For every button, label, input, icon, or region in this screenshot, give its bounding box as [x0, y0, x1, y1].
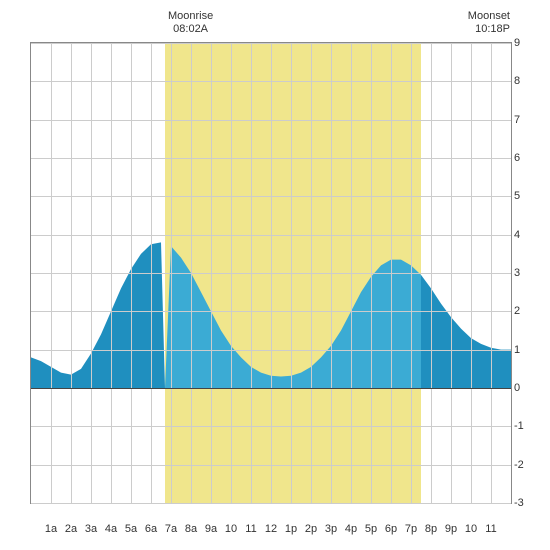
y-tick-label: 0: [514, 382, 529, 394]
x-tick-label: 3p: [325, 523, 337, 535]
header-label-time: 10:18P: [468, 23, 510, 36]
y-tick-label: 2: [514, 305, 529, 317]
y-tick-label: 3: [514, 267, 529, 279]
x-tick-label: 10: [225, 523, 237, 535]
grid-h: [31, 196, 511, 197]
plot-area: 1a2a3a4a5a6a7a8a9a1011121p2p3p4p5p6p7p8p…: [30, 42, 512, 504]
tide-segment: [421, 275, 511, 388]
grid-h: [31, 120, 511, 121]
grid-h: [31, 311, 511, 312]
x-tick-label: 7p: [405, 523, 417, 535]
x-tick-label: 3a: [85, 523, 97, 535]
tide-segment: [165, 246, 421, 388]
x-tick-label: 6a: [145, 523, 157, 535]
x-tick-label: 5p: [365, 523, 377, 535]
x-tick-label: 9p: [445, 523, 457, 535]
grid-h: [31, 465, 511, 466]
tide-chart: Moonrise08:02AMoonset10:18P 1a2a3a4a5a6a…: [10, 10, 540, 540]
grid-h: [31, 81, 511, 82]
header-label-title: Moonrise: [168, 10, 213, 23]
x-tick-label: 2a: [65, 523, 77, 535]
x-tick-label: 4p: [345, 523, 357, 535]
x-tick-label: 10: [465, 523, 477, 535]
x-tick-label: 8a: [185, 523, 197, 535]
header-label-title: Moonset: [468, 10, 510, 23]
x-tick-label: 12: [265, 523, 277, 535]
zero-line: [31, 388, 511, 389]
x-tick-label: 1a: [45, 523, 57, 535]
x-tick-label: 9a: [205, 523, 217, 535]
header-label-time: 08:02A: [168, 23, 213, 36]
y-tick-label: 6: [514, 152, 529, 164]
grid-h: [31, 503, 511, 504]
y-tick-label: 4: [514, 229, 529, 241]
grid-h: [31, 273, 511, 274]
x-tick-label: 11: [245, 523, 256, 535]
chart-header: Moonrise08:02A Moonset10:18P: [10, 10, 540, 40]
x-tick-label: 6p: [385, 523, 397, 535]
grid-h: [31, 158, 511, 159]
grid-h: [31, 426, 511, 427]
y-tick-label: 5: [514, 190, 529, 202]
x-tick-label: 7a: [165, 523, 177, 535]
x-tick-label: 2p: [305, 523, 317, 535]
grid-h: [31, 235, 511, 236]
grid-h: [31, 43, 511, 44]
y-tick-label: -2: [514, 459, 529, 471]
y-tick-label: 7: [514, 114, 529, 126]
y-tick-label: -3: [514, 497, 529, 509]
header-label: Moonset10:18P: [468, 10, 510, 36]
header-label: Moonrise08:02A: [168, 10, 213, 36]
y-tick-label: 9: [514, 37, 529, 49]
x-tick-label: 4a: [105, 523, 117, 535]
y-tick-label: 8: [514, 75, 529, 87]
y-tick-label: -1: [514, 420, 529, 432]
y-tick-label: 1: [514, 344, 529, 356]
x-tick-label: 1p: [285, 523, 297, 535]
x-tick-label: 11: [485, 523, 496, 535]
grid-h: [31, 350, 511, 351]
x-tick-label: 8p: [425, 523, 437, 535]
x-tick-label: 5a: [125, 523, 137, 535]
